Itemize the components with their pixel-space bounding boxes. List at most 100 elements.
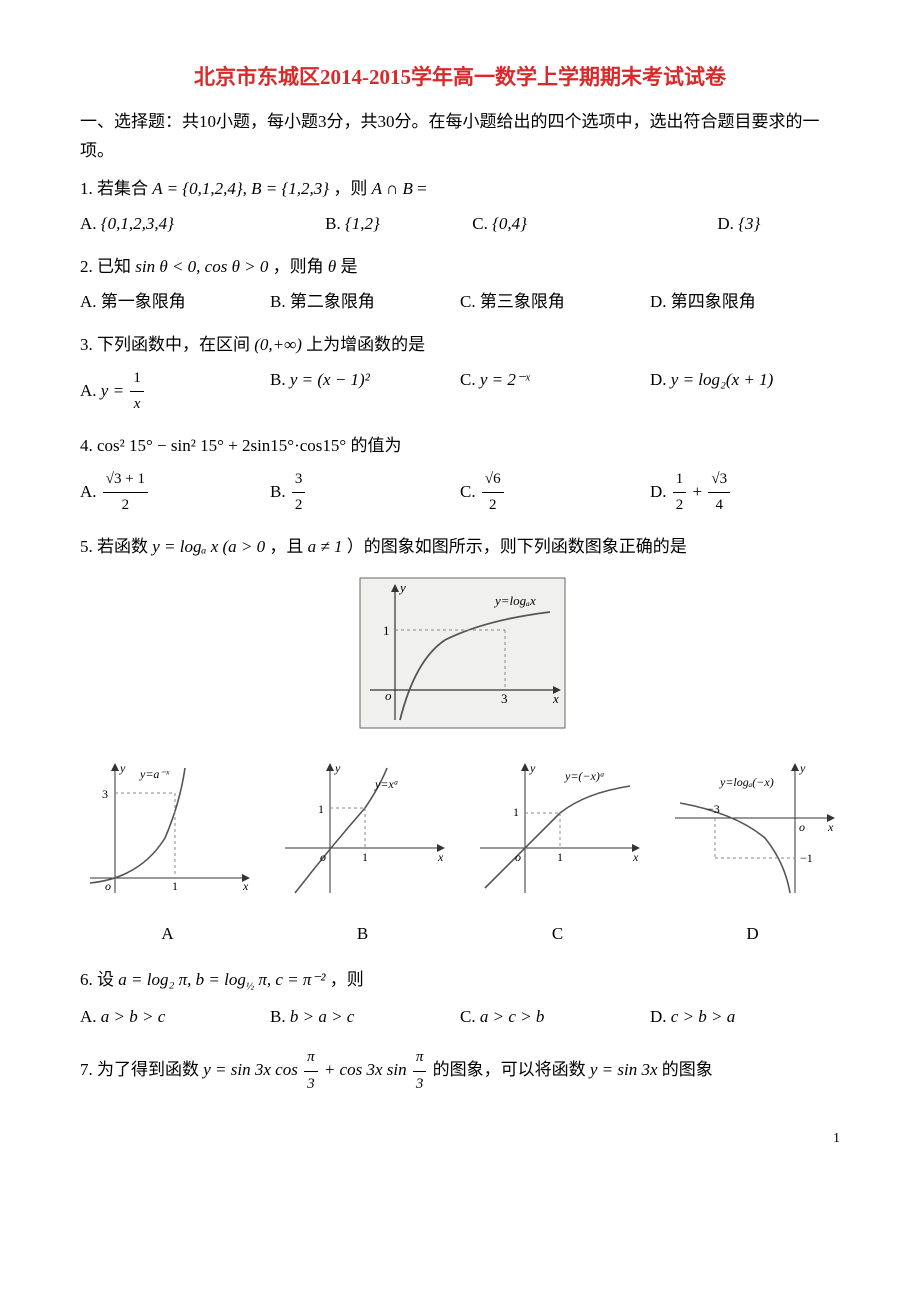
q5-lbl-d: D: [665, 920, 840, 949]
svg-text:1: 1: [513, 805, 519, 819]
q1-opt-a-val: {0,1,2,3,4}: [101, 214, 174, 233]
q7-d: 的图象: [662, 1060, 713, 1079]
q5-graph-c: 1 1 o y x y=(−x)ᵃ C: [470, 758, 645, 949]
question-2: 2. 已知 sin θ < 0, cos θ > 0 ，则角 θ 是: [80, 253, 840, 282]
svg-text:o: o: [799, 820, 805, 834]
svg-text:1: 1: [318, 802, 324, 816]
q6-a: 6. 设: [80, 970, 118, 989]
page-number: 1: [80, 1127, 840, 1151]
q4-opt-a: A. √3 + 12: [80, 467, 270, 519]
q4-b-num: 3: [292, 467, 306, 494]
q5-main-graph: 1 3 o y x y=logₐx: [345, 570, 575, 740]
q3-a-den: x: [130, 392, 144, 418]
svg-text:x: x: [437, 850, 444, 864]
q1-stem-c: ，则: [333, 179, 371, 198]
q4-a-den: 2: [103, 493, 148, 519]
tick-x: 3: [501, 691, 508, 706]
svg-text:x: x: [242, 879, 249, 893]
svg-text:o: o: [320, 850, 326, 864]
q2-opt-a: A. 第一象限角: [80, 288, 270, 317]
q2-options: A. 第一象限角 B. 第二象限角 C. 第三象限角 D. 第四象限角: [80, 288, 840, 317]
svg-text:y=a⁻ˣ: y=a⁻ˣ: [139, 767, 170, 781]
q3-options: A. y = 1x B. y = (x − 1)² C. y = 2⁻ˣ D. …: [80, 366, 840, 418]
q7-sin3x: y = sin 3x: [590, 1060, 658, 1079]
q3-a-num: 1: [130, 366, 144, 393]
q4-b-den: 2: [292, 493, 306, 519]
q5-fn: y = logₐ x (a > 0: [152, 537, 265, 556]
q5-lbl-b: B: [275, 920, 450, 949]
q3-d-val: y = log₂(x + 1): [671, 370, 774, 389]
q1-opt-d-val: {3}: [738, 214, 760, 233]
question-4: 4. cos² 15° − sin² 15° + 2sin15°·cos15° …: [80, 432, 840, 461]
question-3: 3. 下列函数中，在区间 (0,+∞) 上为增函数的是: [80, 331, 840, 360]
q5-graph-d: −3 −1 o y x y=logₐ(−x) D: [665, 758, 840, 949]
svg-text:y=logₐ(−x): y=logₐ(−x): [719, 775, 774, 789]
question-1: 1. 若集合 A = {0,1,2,4}, B = {1,2,3} ，则 A ∩…: [80, 175, 840, 204]
svg-text:x: x: [632, 850, 639, 864]
q1-options: A. {0,1,2,3,4} B. {1,2} C. {0,4} D. {3}: [80, 210, 840, 239]
q7-f1d: 3: [304, 1072, 318, 1098]
svg-text:3: 3: [102, 787, 108, 801]
q4-d1d: 2: [673, 493, 687, 519]
q3-c: 上为增函数的是: [306, 335, 425, 354]
q5-lbl-a: A: [80, 920, 255, 949]
q1-opt-a: A. {0,1,2,3,4}: [80, 210, 325, 239]
q4-a-num: √3 + 1: [103, 467, 148, 494]
section-header: 一、选择题：共10小题，每小题3分，共30分。在每小题给出的四个选项中，选出符合…: [80, 108, 840, 166]
svg-text:y: y: [529, 761, 536, 775]
question-6: 6. 设 a = log₂ π, b = log½ π, c = π⁻² ，则: [80, 966, 840, 996]
q3-opt-b: B. y = (x − 1)²: [270, 366, 460, 418]
q5-graph-a: 3 1 o y x y=a⁻ˣ A: [80, 758, 255, 949]
svg-text:−3: −3: [707, 802, 720, 816]
question-5: 5. 若函数 y = logₐ x (a > 0 ，且 a ≠ 1 ）的图象如图…: [80, 533, 840, 562]
svg-text:x: x: [827, 820, 834, 834]
q5-option-graphs: 3 1 o y x y=a⁻ˣ A 1 1 o y x y=xᵃ B 1 1 o…: [80, 758, 840, 949]
q6-opt-b: B. b > a > c: [270, 1003, 460, 1032]
q3-a: 3. 下列函数中，在区间: [80, 335, 254, 354]
question-7: 7. 为了得到函数 y = sin 3x cos π3 + cos 3x sin…: [80, 1045, 840, 1097]
q7-f2n: π: [413, 1045, 427, 1072]
q1-stem-a: 1. 若集合: [80, 179, 152, 198]
q3-opt-a: A. y = 1x: [80, 366, 270, 418]
q3-opt-d: D. y = log₂(x + 1): [650, 366, 840, 418]
q1-opt-d: D. {3}: [717, 210, 840, 239]
q1-sets: A = {0,1,2,4}, B = {1,2,3}: [152, 179, 329, 198]
q6-opt-c: C. a > c > b: [460, 1003, 650, 1032]
svg-text:1: 1: [362, 850, 368, 864]
q2-c: ，则角: [273, 257, 328, 276]
q6-b-v: b > a > c: [290, 1007, 355, 1026]
svg-text:y=logₐx: y=logₐx: [493, 593, 536, 608]
svg-text:o: o: [385, 688, 392, 703]
q1-opt-c: C. {0,4}: [472, 210, 717, 239]
q7-f2d: 3: [413, 1072, 427, 1098]
q7-b: 的图象，可以将函数: [433, 1060, 590, 1079]
q4-d1n: 1: [673, 467, 687, 494]
q1-stem-e: =: [417, 179, 427, 198]
q4-options: A. √3 + 12 B. 32 C. √62 D. 12 + √34: [80, 467, 840, 519]
q1-opt-b-val: {1,2}: [345, 214, 380, 233]
q5-lbl-c: C: [470, 920, 645, 949]
q3-opt-c: C. y = 2⁻ˣ: [460, 366, 650, 418]
q2-e: 是: [341, 257, 358, 276]
q5-e: ）的图象如图所示，则下列函数图象正确的是: [347, 537, 687, 556]
q2-opt-c: C. 第三象限角: [460, 288, 650, 317]
svg-text:1: 1: [172, 879, 178, 893]
q2-opt-d: D. 第四象限角: [650, 288, 840, 317]
svg-text:x: x: [552, 691, 559, 706]
q6-sub: ½: [246, 981, 254, 993]
q6-d: ，则: [330, 970, 364, 989]
q2-opt-b: B. 第二象限角: [270, 288, 460, 317]
svg-text:−1: −1: [800, 851, 813, 865]
q7-f1n: π: [304, 1045, 318, 1072]
q7-a: 7. 为了得到函数: [80, 1060, 203, 1079]
q4-d2d: 4: [708, 493, 730, 519]
svg-text:y: y: [334, 761, 341, 775]
exam-title: 北京市东城区2014-2015学年高一数学上学期期末考试试卷: [80, 60, 840, 96]
q4-c-num: √6: [482, 467, 504, 494]
svg-text:y: y: [119, 761, 126, 775]
q4-opt-b: B. 32: [270, 467, 460, 519]
svg-text:o: o: [105, 879, 111, 893]
svg-text:y: y: [398, 580, 406, 595]
q1-opt-c-val: {0,4}: [492, 214, 527, 233]
q6-opt-d: D. c > b > a: [650, 1003, 840, 1032]
